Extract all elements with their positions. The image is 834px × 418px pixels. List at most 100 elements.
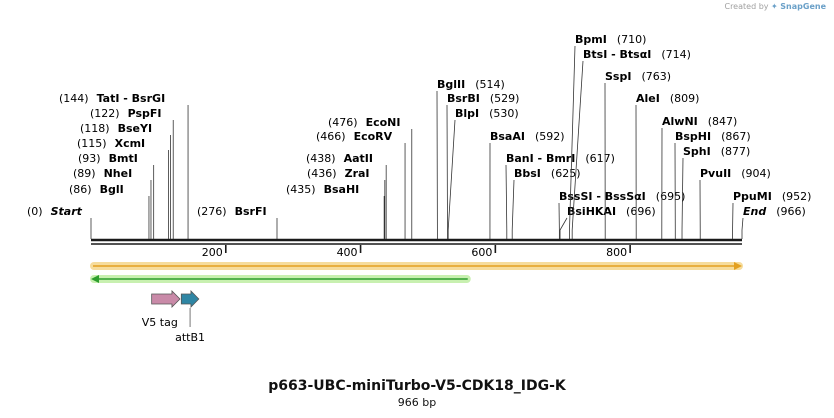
site-position: (877) xyxy=(721,145,751,158)
site-label[interactable]: PpuMI (952) xyxy=(733,190,811,203)
site-label[interactable]: (438) AatII xyxy=(306,152,373,165)
restriction-site-ppumi[interactable]: PpuMI (952) xyxy=(732,190,812,239)
site-name: BlpI xyxy=(455,107,479,120)
site-position: (435) xyxy=(286,183,316,196)
site-name: BglI xyxy=(100,183,124,196)
restriction-site-bsaai[interactable]: BsaAI (592) xyxy=(489,130,565,239)
site-label[interactable]: (466) EcoRV xyxy=(316,130,393,143)
site-name: BssSI - BssSαI xyxy=(559,190,646,203)
restriction-site-ecorv[interactable]: (466) EcoRV xyxy=(316,130,406,239)
site-label[interactable]: SphI (877) xyxy=(683,145,750,158)
restriction-site-pvuii[interactable]: PvuII (904) xyxy=(699,167,771,239)
site-position: (904) xyxy=(741,167,771,180)
restriction-site-econi[interactable]: (476) EcoNI xyxy=(328,116,413,239)
ruler-tick-label: 200 xyxy=(202,246,223,259)
site-label[interactable]: AleI (809) xyxy=(636,92,699,105)
site-label[interactable]: (86) BglI xyxy=(69,183,124,196)
site-name: EcoRV xyxy=(354,130,393,143)
site-position: (436) xyxy=(307,167,337,180)
site-label[interactable]: BlpI (530) xyxy=(455,107,519,120)
site-label[interactable]: (122) PspFI xyxy=(90,107,162,120)
restriction-site-bsahi[interactable]: (435) BsaHI xyxy=(286,183,385,239)
site-position: (763) xyxy=(641,70,671,83)
site-label[interactable]: (0) Start xyxy=(27,205,83,218)
site-label[interactable]: (115) XcmI xyxy=(77,137,145,150)
site-label[interactable]: BsrBI (529) xyxy=(447,92,519,105)
site-label[interactable]: BsaAI (592) xyxy=(490,130,565,143)
ruler-tick-label: 400 xyxy=(337,246,358,259)
restriction-site-bpmi[interactable]: BpmI (710) xyxy=(569,33,646,239)
site-label[interactable]: BtsI - BtsαI (714) xyxy=(583,48,691,61)
restriction-site-tati-bsrgi[interactable]: (144) TatI - BsrGI xyxy=(59,92,189,239)
restriction-site-bseyi[interactable]: (118) BseYI xyxy=(80,122,171,239)
site-label[interactable]: (436) ZraI xyxy=(307,167,370,180)
site-label[interactable]: BsiHKAI (696) xyxy=(567,205,656,218)
site-position: (438) xyxy=(306,152,336,165)
site-position: (466) xyxy=(316,130,346,143)
site-position: (476) xyxy=(328,116,358,129)
site-position: (144) xyxy=(59,92,89,105)
site-position: (592) xyxy=(535,130,565,143)
restriction-site-blpi[interactable]: BlpI (530) xyxy=(447,107,519,239)
site-position: (276) xyxy=(197,205,227,218)
site-label[interactable]: (276) BsrFI xyxy=(197,205,267,218)
restriction-site-alei[interactable]: AleI (809) xyxy=(635,92,699,239)
feature-arrowhead xyxy=(734,262,742,270)
site-label[interactable]: SspI (763) xyxy=(605,70,671,83)
restriction-site-btsi-bts-i[interactable]: BtsI - BtsαI (714) xyxy=(571,48,691,239)
attb1-label: attB1 xyxy=(175,331,205,344)
restriction-site-bbsi[interactable]: BbsI (625) xyxy=(511,167,581,239)
site-label[interactable]: BbsI (625) xyxy=(514,167,581,180)
site-label[interactable]: BssSI - BssSαI (695) xyxy=(559,190,685,203)
restriction-site-pspfi[interactable]: (122) PspFI xyxy=(90,107,174,239)
site-name: BsaAI xyxy=(490,130,525,143)
restriction-site-end[interactable]: End (966) xyxy=(741,205,806,239)
site-leader-line xyxy=(741,217,744,239)
site-label[interactable]: BpmI (710) xyxy=(575,33,646,46)
restriction-site-xcmi[interactable]: (115) XcmI xyxy=(77,137,169,239)
site-label[interactable]: AlwNI (847) xyxy=(662,115,737,128)
restriction-site-bgli[interactable]: (86) BglI xyxy=(69,183,150,239)
v5-tag-feature xyxy=(151,290,181,308)
restriction-site-sspi[interactable]: SspI (763) xyxy=(604,70,671,239)
restriction-site-start[interactable]: (0) Start xyxy=(27,205,92,239)
site-position: (966) xyxy=(776,205,806,218)
site-name: End xyxy=(743,205,766,218)
restriction-site-alwni[interactable]: AlwNI (847) xyxy=(661,115,738,239)
site-label[interactable]: BglII (514) xyxy=(437,78,505,91)
site-label[interactable]: (89) NheI xyxy=(73,167,132,180)
site-position: (514) xyxy=(475,78,505,91)
restriction-site-sphi[interactable]: SphI (877) xyxy=(681,145,750,239)
site-label[interactable]: (93) BmtI xyxy=(78,152,138,165)
site-name: BsaHI xyxy=(324,183,360,196)
restriction-site-bmti[interactable]: (93) BmtI xyxy=(78,152,155,239)
site-name: BsrBI xyxy=(447,92,480,105)
site-label[interactable]: End (966) xyxy=(743,205,806,218)
snapgene-logo-icon: ✦ xyxy=(771,2,778,11)
site-leader-line xyxy=(511,179,515,239)
restriction-site-bsrbi[interactable]: BsrBI (529) xyxy=(446,92,519,239)
site-label[interactable]: (118) BseYI xyxy=(80,122,152,135)
site-label[interactable]: (144) TatI - BsrGI xyxy=(59,92,165,105)
site-position: (530) xyxy=(489,107,519,120)
feature-arrowhead xyxy=(91,275,99,283)
restriction-site-bani-bmri[interactable]: BanI - BmrI (617) xyxy=(505,152,615,239)
restriction-site-bsphi[interactable]: BspHI (867) xyxy=(674,130,751,239)
restriction-site-zrai[interactable]: (436) ZraI xyxy=(307,167,386,239)
site-label[interactable]: (435) BsaHI xyxy=(286,183,359,196)
site-name: BsrFI xyxy=(235,205,267,218)
restriction-site-bglii[interactable]: BglII (514) xyxy=(436,78,505,239)
site-label[interactable]: (476) EcoNI xyxy=(328,116,400,129)
site-position: (89) xyxy=(73,167,96,180)
site-label[interactable]: BspHI (867) xyxy=(675,130,751,143)
restriction-site-bsihkai[interactable]: BsiHKAI (696) xyxy=(559,205,656,239)
restriction-site-nhei[interactable]: (89) NheI xyxy=(73,167,152,239)
restriction-site-bsssi-bsss-i[interactable]: BssSI - BssSαI (695) xyxy=(558,190,685,239)
restriction-site-bsrfi[interactable]: (276) BsrFI xyxy=(197,205,278,239)
restriction-site-aatii[interactable]: (438) AatII xyxy=(306,152,387,239)
site-label[interactable]: PvuII (904) xyxy=(700,167,771,180)
site-leader-line xyxy=(505,164,508,239)
site-name: PspFI xyxy=(128,107,162,120)
site-label[interactable]: BanI - BmrI (617) xyxy=(506,152,615,165)
